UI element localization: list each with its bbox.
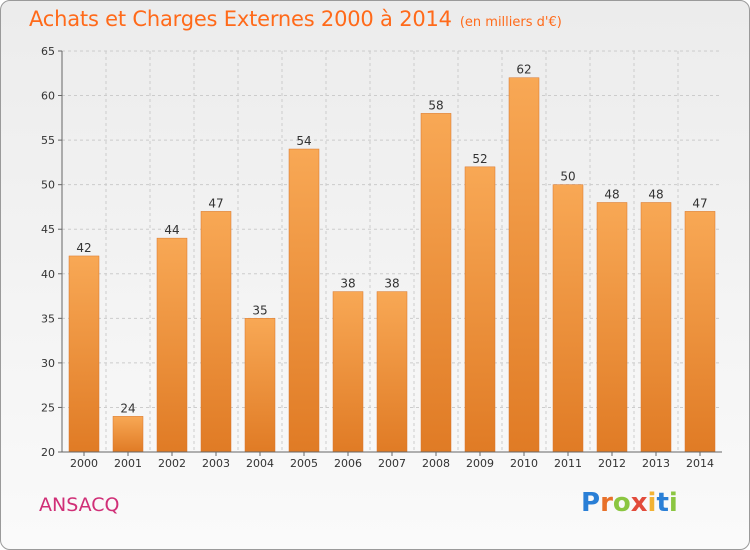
x-tick-label: 2007	[378, 457, 406, 470]
y-tick-label: 45	[41, 223, 55, 236]
value-label: 38	[384, 277, 399, 291]
x-tick-label: 2000	[70, 457, 98, 470]
value-label: 42	[76, 241, 91, 255]
x-tick-label: 2010	[510, 457, 538, 470]
bar-2007	[376, 291, 408, 453]
bar-2002	[156, 237, 188, 453]
logo-letter: t	[656, 488, 669, 518]
value-label: 62	[516, 63, 531, 77]
x-tick-label: 2014	[686, 457, 714, 470]
bar-2005	[288, 148, 320, 453]
x-tick-label: 2009	[466, 457, 494, 470]
x-tick-label: 2004	[246, 457, 274, 470]
logo-letter: i	[647, 488, 657, 518]
bar-2010	[508, 77, 540, 453]
value-label: 48	[648, 187, 663, 201]
y-tick-label: 50	[41, 179, 55, 192]
y-tick-label: 65	[41, 45, 55, 58]
labels: 20 25 30 35 40 45 50 55 60 65 42 2000 24 2001 44 2002 47…	[41, 45, 714, 470]
y-tick-label: 60	[41, 90, 55, 103]
logo-letter: x	[630, 488, 648, 518]
commune-name: ANSACQ	[39, 494, 120, 516]
bar-2009	[464, 166, 496, 453]
title-unit: (en milliers d'€)	[459, 15, 562, 30]
bars	[68, 77, 716, 453]
value-label: 35	[252, 303, 267, 317]
bar-2013	[640, 202, 672, 453]
bar-2014	[684, 211, 716, 453]
x-tick-label: 2005	[290, 457, 318, 470]
value-label: 48	[604, 187, 619, 201]
bar-2012	[596, 202, 628, 453]
value-label: 44	[164, 223, 179, 237]
value-label: 54	[296, 134, 311, 148]
chart-title: Achats et Charges Externes 2000 à 2014 (e…	[29, 7, 562, 31]
x-tick-label: 2013	[642, 457, 670, 470]
axes	[58, 50, 722, 456]
bar-2011	[552, 184, 584, 453]
value-label: 52	[472, 152, 487, 166]
y-tick-label: 30	[41, 357, 55, 370]
proxiti-logo: Proxiti	[581, 488, 678, 518]
x-tick-label: 2008	[422, 457, 450, 470]
bar-2004	[244, 318, 276, 453]
value-label: 47	[692, 196, 707, 210]
x-tick-label: 2003	[202, 457, 230, 470]
x-tick-label: 2002	[158, 457, 186, 470]
logo-letter: o	[612, 488, 631, 518]
value-label: 50	[560, 170, 575, 184]
logo-letter: P	[581, 488, 601, 518]
bar-2006	[332, 291, 364, 453]
value-label: 47	[208, 196, 223, 210]
logo-letter: i	[668, 488, 678, 518]
y-tick-label: 35	[41, 312, 55, 325]
bar-2000	[68, 255, 100, 453]
x-tick-label: 2001	[114, 457, 142, 470]
y-tick-label: 20	[41, 446, 55, 459]
y-tick-label: 40	[41, 268, 55, 281]
value-label: 58	[428, 98, 443, 112]
x-tick-label: 2012	[598, 457, 626, 470]
value-label: 38	[340, 277, 355, 291]
bar-2008	[420, 113, 452, 453]
title-main: Achats et Charges Externes 2000 à 2014	[29, 7, 452, 31]
y-tick-label: 25	[41, 401, 55, 414]
y-tick-label: 55	[41, 134, 55, 147]
bar-2003	[200, 211, 232, 453]
x-tick-label: 2006	[334, 457, 362, 470]
bar-2001	[112, 416, 144, 453]
logo-letter: r	[600, 488, 613, 518]
x-tick-label: 2011	[554, 457, 582, 470]
value-label: 24	[120, 401, 135, 415]
